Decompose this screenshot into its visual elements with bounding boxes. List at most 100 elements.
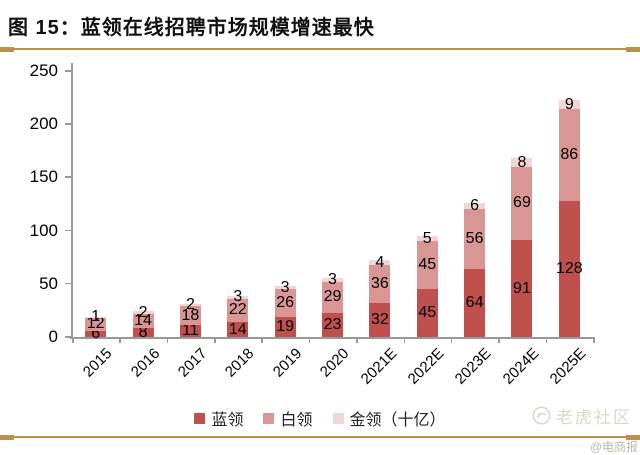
bar-value-label: 23	[323, 315, 342, 333]
y-axis-tick-label: 50	[39, 273, 58, 293]
bar-segment	[322, 312, 343, 337]
bar-value-label: 6	[91, 324, 101, 342]
bar-value-label: 4	[375, 253, 385, 271]
y-axis-tick	[65, 336, 72, 338]
bar-segment	[464, 209, 486, 269]
bar-segment	[369, 260, 391, 265]
bar-segment	[85, 316, 107, 318]
bar-segment	[227, 295, 249, 299]
watermark: 老虎社区	[532, 403, 632, 428]
x-axis-label: 2017	[174, 345, 211, 381]
bar-value-label: 5	[422, 229, 432, 247]
x-axis-tick	[214, 339, 216, 343]
y-axis-tick	[65, 282, 72, 285]
x-axis-line	[70, 337, 595, 339]
y-axis-tick-label: 100	[29, 220, 58, 240]
divider-cap-right	[626, 46, 640, 52]
bar-value-label: 86	[560, 146, 579, 164]
bar-segment	[179, 306, 201, 326]
bar-value-label: 22	[228, 301, 247, 319]
x-axis-label: 2025E	[546, 345, 590, 388]
x-axis-tick	[403, 339, 406, 343]
bar-segment	[416, 241, 438, 290]
bar-value-label: 19	[276, 317, 295, 335]
bar-segment	[558, 99, 580, 110]
x-axis-tick	[593, 339, 595, 343]
bar-value-label: 64	[465, 293, 484, 311]
x-axis-tick	[498, 339, 500, 343]
bar-segment	[274, 289, 296, 317]
legend-label: 蓝领	[211, 412, 244, 429]
y-axis-tick	[65, 123, 72, 125]
bar-value-label: 11	[182, 322, 199, 340]
watermark-brand: 老虎社区	[556, 408, 632, 427]
bar-segment	[227, 298, 249, 323]
tiger-logo-icon	[532, 406, 551, 425]
bar-segment	[511, 158, 533, 167]
y-axis-tick	[65, 70, 72, 72]
bar-value-label: 3	[233, 288, 243, 306]
bar-segment	[322, 278, 343, 282]
x-axis-tick	[261, 339, 263, 343]
bar-segment	[132, 311, 154, 314]
legend-label: 白领	[280, 412, 313, 429]
bar-value-label: 2	[185, 296, 195, 314]
divider-cap-left	[0, 46, 14, 52]
bar-value-label: 45	[418, 304, 437, 322]
x-axis-tick	[119, 339, 121, 343]
bar-value-label: 3	[280, 278, 290, 296]
x-axis-tick	[450, 339, 453, 343]
footer-divider	[0, 434, 640, 440]
y-axis-tick-label: 0	[48, 327, 58, 346]
bar-value-label: 128	[555, 259, 583, 277]
y-axis-tick-label: 200	[29, 114, 58, 134]
bar-value-label: 8	[517, 153, 527, 171]
chart-legend: 蓝领 白领 金领（十亿）	[0, 406, 640, 430]
bar-value-label: 9	[564, 95, 574, 113]
bar-segment	[511, 166, 533, 241]
x-axis-label: 2015	[80, 345, 116, 381]
bar-segment	[132, 313, 154, 329]
legend-item: 蓝领	[194, 406, 243, 430]
legend-item: 金领（十亿）	[332, 406, 446, 430]
x-axis-label: 2022E	[404, 345, 448, 388]
bar-value-label: 3	[328, 271, 337, 289]
footer-cap-right	[626, 434, 640, 440]
bar-segment	[132, 328, 154, 337]
legend-swatch	[263, 412, 275, 424]
y-axis-tick-label: 150	[29, 167, 58, 187]
x-axis-tick	[72, 339, 74, 343]
bar-value-label: 14	[228, 320, 247, 338]
bar-segment	[369, 302, 391, 337]
bar-segment	[227, 322, 249, 337]
footer-cap-left	[0, 434, 14, 440]
bar-segment	[464, 268, 486, 337]
bar-value-label: 12	[86, 315, 105, 333]
bar-segment	[369, 264, 391, 303]
bar-segment	[85, 330, 107, 337]
bar-segment	[85, 317, 107, 331]
legend-swatch	[194, 412, 206, 424]
bar-segment	[179, 325, 201, 337]
y-axis-tick	[65, 229, 72, 232]
bar-segment	[322, 281, 343, 313]
x-axis-label: 2021E	[357, 345, 400, 388]
x-axis-label: 2024E	[499, 345, 542, 388]
figure-title: 图 15：蓝领在线招聘市场规模增速最快	[8, 17, 375, 39]
bar-value-label: 29	[323, 288, 342, 306]
bar-value-label: 1	[91, 308, 101, 326]
x-axis-tick	[356, 339, 358, 343]
bar-value-label: 56	[465, 230, 484, 248]
bar-value-label: 14	[134, 312, 152, 330]
bar-segment	[416, 235, 438, 242]
bar-value-label: 36	[370, 274, 389, 292]
bar-segment	[558, 109, 580, 201]
bar-value-label: 2	[138, 303, 148, 321]
y-axis-tick-label: 250	[29, 61, 58, 80]
bar-value-label: 26	[276, 293, 295, 311]
bar-value-label: 69	[513, 194, 531, 212]
x-axis-label: 2018	[222, 345, 258, 381]
bar-value-label: 32	[370, 310, 389, 328]
